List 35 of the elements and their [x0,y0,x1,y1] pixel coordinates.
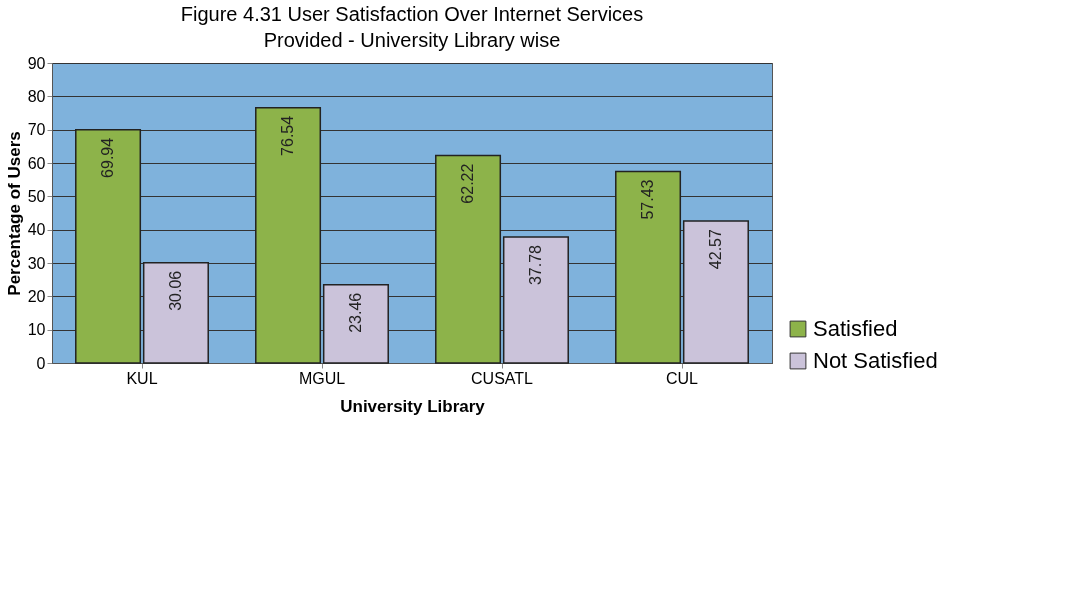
y-tick-label: 20 [27,287,46,305]
data-label: 62.22 [459,163,477,204]
x-tick-label: CUSATL [471,369,534,387]
y-tick-label: 50 [27,187,46,205]
x-axis-title: University Library [340,396,486,416]
bar [502,236,569,364]
data-label: 42.57 [706,229,724,270]
y-tick-label: 30 [27,254,46,272]
y-tick-label: 70 [27,121,46,139]
data-label: 69.94 [99,137,117,178]
data-label: 37.78 [526,244,544,286]
bar [75,129,142,364]
x-tick-label: KUL [126,369,158,387]
data-label: 23.46 [346,292,364,333]
x-tick-label: CUL [665,369,699,387]
legend-label: Satisfied [813,316,898,341]
bar [322,284,389,364]
chart-title: Figure 4.31 User Satisfaction Over Internet Services Provided - University Library wise [180,3,644,51]
bar [435,154,502,364]
x-tick-label: MGUL [298,369,346,387]
y-tick-label: 80 [27,87,46,105]
y-tick-label: 40 [27,221,46,239]
y-tick-label: 90 [27,54,46,72]
bar [682,220,749,364]
y-tick-label: 60 [27,154,46,172]
y-tick-label: 10 [27,321,46,339]
data-label: 57.43 [639,179,657,220]
data-label: 76.54 [279,115,297,156]
bar [255,107,322,364]
y-axis-title: Percentage of Users [4,131,24,296]
y-tick-label: 0 [36,354,46,372]
bar [615,170,682,364]
legend-label: Not Satisfied [813,348,938,373]
bar [142,262,209,364]
data-label: 30.06 [166,270,184,311]
